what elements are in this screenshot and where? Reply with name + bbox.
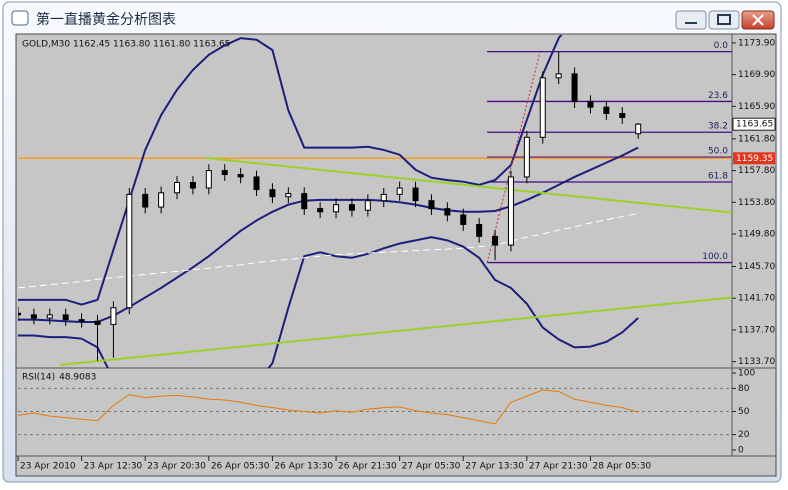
rsi-plot <box>18 387 732 436</box>
candle-body <box>635 123 642 135</box>
candle-body <box>507 176 514 246</box>
y-tick-label: 80 <box>738 384 750 394</box>
candle-body <box>364 200 371 211</box>
candle-body <box>380 193 387 202</box>
y-tick-label: 1169.90 <box>738 70 775 80</box>
candle-body <box>285 193 292 198</box>
y-tick-label: 50 <box>738 407 750 417</box>
candle-body <box>62 314 69 321</box>
y-tick-label: 1141.70 <box>738 294 775 304</box>
fib-label: 38.2 <box>708 122 728 132</box>
candle-body <box>603 106 610 114</box>
minimize-button[interactable] <box>675 10 707 30</box>
candle-body <box>205 170 212 189</box>
fib-label: 50.0 <box>708 147 728 157</box>
candle-body <box>539 77 546 138</box>
y-tick-label: 1153.80 <box>738 198 775 208</box>
candle-body <box>412 187 419 202</box>
candle-body <box>237 174 244 178</box>
candle-body <box>333 204 340 213</box>
candle-body <box>396 187 403 195</box>
x-tick-label: 27 Apr 05:30 <box>402 462 461 472</box>
maximize-button[interactable] <box>708 10 740 30</box>
last-price-label: 1163.65 <box>736 120 773 130</box>
x-tick-label: 23 Apr 20:30 <box>147 462 206 472</box>
x-tick-label: 26 Apr 05:30 <box>211 462 270 472</box>
y-tick-label: 0 <box>738 446 744 456</box>
candle-body <box>587 101 594 108</box>
price-label-box <box>733 152 775 165</box>
indicator-line <box>18 35 563 306</box>
candle-body <box>555 73 562 79</box>
indicator-line <box>18 236 639 368</box>
candle-body <box>221 170 228 176</box>
candle-body <box>126 193 133 309</box>
y-tick-label: 1161.80 <box>738 134 775 144</box>
indicator-value: 48.9083 <box>59 373 96 383</box>
indicator-line <box>18 212 639 289</box>
candle-body <box>18 312 21 316</box>
chart-area <box>15 33 777 477</box>
main-plot: 0.0 23.6 38.2 50.0 61.8 100.0 <box>18 35 732 368</box>
x-tick-label: 27 Apr 21:30 <box>529 462 588 472</box>
candle-body <box>428 200 435 210</box>
axes: 1173.90 1169.90 1165.90 1161.80 1157.80 1153.… <box>17 38 776 472</box>
candle-body <box>174 181 181 194</box>
last-price-box <box>732 117 776 131</box>
candle-body <box>142 193 149 208</box>
y-tick-label: 100 <box>738 369 755 379</box>
y-tick-label: 20 <box>738 430 750 440</box>
candle-body <box>523 136 530 178</box>
candle-body <box>30 314 37 319</box>
indicator-line <box>18 146 639 324</box>
y-tick-label: 1173.90 <box>738 38 775 48</box>
candle-body <box>444 208 451 216</box>
x-tick-label: 27 Apr 13:30 <box>465 462 524 472</box>
candle-body <box>269 189 276 198</box>
fib-label: 23.6 <box>708 91 728 101</box>
x-tick-label: 26 Apr 21:30 <box>338 462 397 472</box>
candle-body <box>110 307 117 325</box>
fib-label: 0.0 <box>714 41 729 51</box>
window-title: 第一直播黄金分析图表 <box>36 11 176 28</box>
indicator-title: RSI(14) <box>22 373 55 383</box>
x-tick-label: 23 Apr 12:30 <box>84 462 143 472</box>
fib-label: 61.8 <box>708 171 728 181</box>
candle-body <box>348 204 355 211</box>
trendline <box>204 156 732 214</box>
app-icon <box>11 10 29 26</box>
y-tick-label: 1149.80 <box>738 230 775 240</box>
chart-title: GOLD,M30 1162.45 1163.80 1161.80 1163.65 <box>22 40 230 50</box>
y-tick-label: 1157.80 <box>738 166 775 176</box>
candle-body <box>619 112 626 118</box>
y-tick-label: 1133.70 <box>738 357 775 367</box>
fib-label: 100.0 <box>702 252 728 262</box>
y-tick-label: 1165.90 <box>738 102 775 112</box>
candle-body <box>253 176 260 191</box>
candle-body <box>492 235 499 246</box>
y-tick-label: 1137.70 <box>738 325 775 335</box>
candle-body <box>460 214 467 225</box>
candle-body <box>476 223 483 237</box>
x-tick-label: 23 Apr 2010 <box>20 462 76 472</box>
price-label: 1159.35 <box>736 154 773 164</box>
candle-body <box>158 192 165 208</box>
rsi-line <box>18 389 639 425</box>
candle-body <box>94 320 101 325</box>
candle-body <box>78 319 85 322</box>
trendline <box>59 296 732 366</box>
candle-body <box>189 181 196 189</box>
candle-body <box>301 193 308 210</box>
candle-body <box>571 73 578 103</box>
x-tick-label: 26 Apr 13:30 <box>274 462 333 472</box>
trendline <box>486 51 541 263</box>
candle-body <box>317 208 324 213</box>
y-tick-label: 1145.70 <box>738 262 775 272</box>
candle-body <box>46 314 53 319</box>
x-tick-label: 28 Apr 05:30 <box>592 462 651 472</box>
close-button[interactable] <box>741 10 775 30</box>
